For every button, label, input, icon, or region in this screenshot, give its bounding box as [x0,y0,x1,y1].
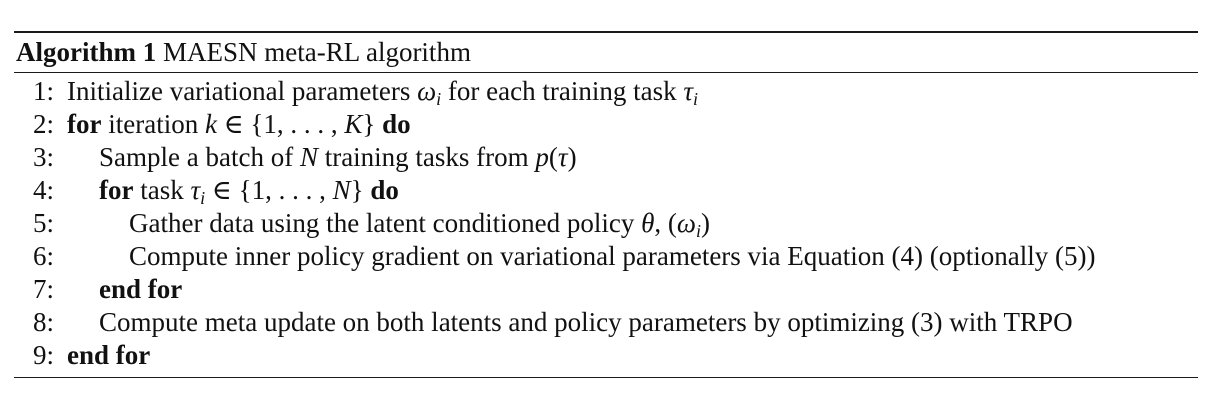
algorithm-title: MAESN meta-RL algorithm [162,37,471,67]
line-text: Sample a batch of N training tasks from … [99,142,577,172]
line-number: 8: [33,307,55,337]
bottom-rule [14,377,1198,378]
caption-rule [14,72,1198,73]
algorithm-label: Algorithm 1 [16,37,157,67]
line-text: Compute inner policy gradient on variati… [129,241,1096,271]
line-text: Gather data using the latent conditioned… [129,208,710,241]
line-text: for task τi ∈ {1, . . . , N} do [99,175,399,208]
line-text: for iteration k ∈ {1, . . . , K} do [67,109,411,139]
line-text: end for [99,274,183,304]
line-number: 2: [33,109,55,139]
line-text: Initialize variational parameters ωi for… [67,76,699,109]
line-text: Compute meta update on both latents and … [99,307,1073,337]
line-number: 6: [33,241,55,271]
line-text: end for [67,340,151,370]
line-number: 9: [33,340,55,370]
line-number: 5: [33,208,55,238]
line-number: 7: [33,274,55,304]
line-number: 1: [33,76,55,106]
line-number: 3: [33,142,55,172]
top-rule [14,31,1198,33]
algorithm-caption: Algorithm 1 MAESN meta-RL algorithm [16,34,471,70]
line-number: 4: [33,175,55,205]
